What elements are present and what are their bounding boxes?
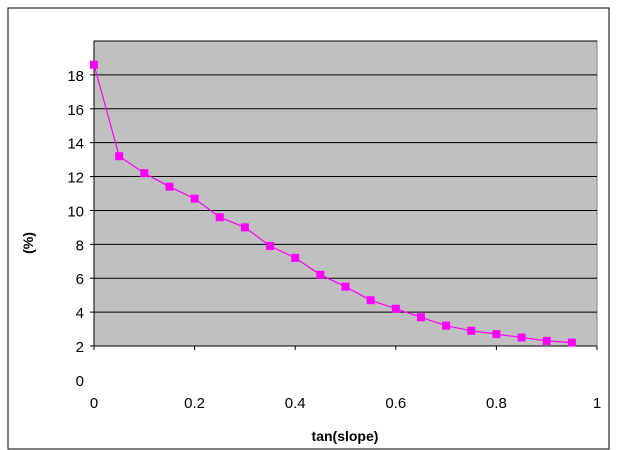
y-tick-label: 0 [76, 373, 84, 390]
data-point [165, 182, 174, 191]
y-tick-label: 16 [67, 102, 84, 119]
data-point [341, 282, 350, 291]
data-point [492, 330, 501, 339]
tick-labels: 0 2 4 6 8 10 12 14 16 18 0 0.2 0.4 0.6 0.8 1 [67, 68, 601, 412]
y-tick-label: 2 [76, 339, 84, 356]
series [90, 60, 576, 347]
x-tick-label: 1 [593, 395, 601, 412]
y-tick-label: 12 [67, 170, 84, 187]
x-tick-label: 0.4 [285, 395, 306, 412]
y-tick-label: 8 [76, 237, 84, 254]
y-tick-label: 14 [67, 136, 84, 153]
data-point [215, 213, 224, 222]
data-point [567, 338, 576, 347]
y-tick-label: 10 [67, 203, 84, 220]
plot-area [93, 40, 598, 347]
x-axis-title: tan(slope) [312, 428, 379, 444]
x-tick-label: 0 [90, 395, 98, 412]
data-point [115, 152, 124, 161]
y-tick-label: 18 [67, 68, 84, 85]
gridlines [94, 40, 597, 313]
x-tick-label: 0.2 [184, 395, 205, 412]
data-point [316, 270, 325, 279]
data-point [416, 313, 425, 322]
data-point [467, 326, 476, 335]
data-point [90, 60, 98, 69]
data-point [266, 242, 275, 251]
data-point [542, 336, 551, 345]
data-point [517, 333, 526, 342]
y-tick-label: 6 [76, 271, 84, 288]
data-point [391, 304, 400, 313]
data-point [240, 223, 249, 232]
y-tick-label: 4 [76, 305, 84, 322]
data-point [442, 321, 451, 330]
data-point [291, 253, 300, 262]
y-axis-title: (%) [20, 232, 36, 254]
data-point [190, 194, 199, 203]
data-point [140, 169, 149, 178]
x-tick-label: 0.6 [385, 395, 406, 412]
data-point [366, 296, 375, 305]
x-tick-label: 0.8 [486, 395, 507, 412]
series-line [93, 64, 572, 344]
